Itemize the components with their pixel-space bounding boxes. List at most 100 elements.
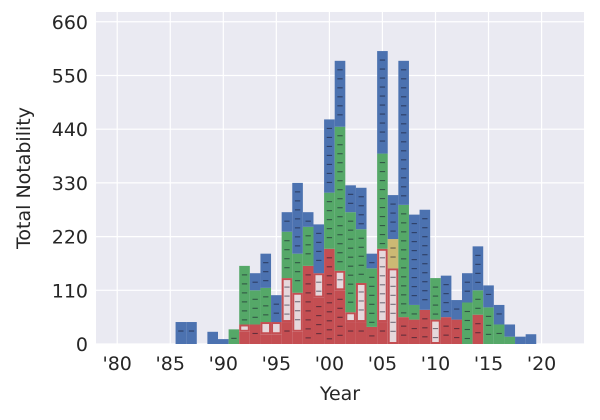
- x-tick-label: '15: [474, 353, 503, 375]
- bar-segment: [377, 248, 388, 323]
- bar-segment: [249, 290, 261, 325]
- bar-segment: [186, 322, 197, 344]
- bar-segment: [440, 317, 452, 344]
- bar-segment-outline: [239, 324, 250, 332]
- bar-segment: [239, 324, 250, 332]
- y-tick-label: 0: [76, 334, 88, 356]
- bar-segment-outline: [345, 312, 356, 323]
- x-tick-labels: '80 '85 '90 '95 '00 '05 '10 '15 '20: [103, 353, 557, 375]
- bar-segment: [387, 195, 399, 240]
- bar-segment: [249, 324, 261, 344]
- bar-segment: [292, 253, 303, 293]
- bar-segment: [408, 304, 420, 320]
- bar-segment: [175, 322, 187, 344]
- x-tick-label: '80: [103, 353, 132, 375]
- x-tick-label: '95: [262, 353, 291, 375]
- y-tick-label: 550: [52, 65, 88, 87]
- bar-segment: [302, 265, 314, 344]
- bar-segment: [419, 309, 431, 344]
- x-tick-label: '10: [421, 353, 450, 375]
- bar-segment: [472, 314, 484, 344]
- bar-segment: [440, 275, 452, 318]
- bar-segment: [387, 268, 399, 344]
- bar-segment: [462, 302, 473, 344]
- bar-segment: [355, 187, 367, 230]
- bar-segment: [515, 336, 526, 344]
- x-tick-label: '00: [315, 353, 344, 375]
- bar-segment-outline: [430, 319, 441, 344]
- bar-segment: [451, 319, 462, 344]
- bar-segment: [504, 336, 516, 344]
- bar-segment: [260, 253, 272, 288]
- bar-segment: [398, 317, 409, 344]
- y-tick-label: 440: [52, 119, 88, 141]
- x-tick-label: '05: [368, 353, 397, 375]
- bar-segment: [483, 285, 494, 308]
- bar-segment: [281, 212, 293, 232]
- bar-segment: [292, 182, 303, 254]
- bar-segment: [355, 322, 367, 344]
- x-tick-label: '85: [156, 353, 185, 375]
- y-tick-label: 660: [52, 12, 88, 34]
- bar-segment: [313, 297, 325, 344]
- bar-segment-outline: [355, 282, 367, 323]
- bar-segment: [271, 295, 282, 323]
- bar-segment: [504, 324, 516, 337]
- bar-segment: [493, 304, 505, 325]
- bar-segment: [260, 334, 272, 344]
- bar-segment: [324, 119, 335, 193]
- bar-segment: [313, 273, 325, 298]
- bar-segment: [345, 185, 356, 213]
- bar-segment: [355, 282, 367, 323]
- bar-segment: [260, 322, 272, 335]
- x-tick-label: '90: [209, 353, 238, 375]
- bars: [175, 51, 537, 344]
- bar-segment: [472, 290, 484, 315]
- bar-segment: [239, 265, 250, 325]
- bar-segment: [408, 319, 420, 344]
- bar-segment: [302, 212, 314, 227]
- bar-segment: [207, 331, 218, 344]
- bar-segment: [377, 322, 388, 344]
- bar-segment: [345, 322, 356, 344]
- y-tick-label: 330: [52, 173, 88, 195]
- bar-segment: [430, 319, 441, 344]
- y-tick-labels: 0 110 220 330 440 550 660: [52, 12, 88, 356]
- bar-segment: [260, 287, 272, 323]
- bar-segment-outline: [271, 322, 282, 335]
- bar-segment-outline: [292, 292, 303, 332]
- bar-segment: [302, 226, 314, 266]
- bar-segment: [239, 331, 250, 344]
- bar-segment: [281, 322, 293, 344]
- bar-segment: [345, 212, 356, 313]
- bar-segment: [398, 204, 409, 318]
- bar-segment-outline: [281, 278, 293, 323]
- bar-segment: [218, 339, 229, 344]
- bar-segment: [377, 51, 388, 154]
- bar-segment: [419, 209, 431, 310]
- bar-segment-outline: [260, 322, 272, 335]
- bar-segment: [451, 300, 462, 320]
- bar-segment-outline: [334, 270, 346, 291]
- bar-segment: [462, 273, 473, 303]
- y-axis-label: Total Notability: [13, 107, 35, 250]
- bar-segment: [525, 334, 537, 344]
- bar-segment: [271, 322, 282, 335]
- bar-segment: [334, 60, 346, 127]
- bar-segment: [334, 270, 346, 291]
- bar-segment: [292, 292, 303, 332]
- bar-segment: [292, 331, 303, 344]
- bar-segment: [430, 278, 441, 320]
- bar-segment: [281, 231, 293, 279]
- bar-segment: [493, 324, 505, 344]
- bar-segment: [271, 334, 282, 344]
- bar-segment: [345, 312, 356, 323]
- bar-segment: [281, 278, 293, 323]
- bar-segment: [366, 268, 378, 327]
- y-tick-label: 220: [52, 227, 88, 249]
- bar-segment: [366, 253, 378, 269]
- bar-segment: [324, 192, 335, 249]
- y-tick-label: 110: [52, 280, 88, 302]
- bar-segment: [313, 224, 325, 274]
